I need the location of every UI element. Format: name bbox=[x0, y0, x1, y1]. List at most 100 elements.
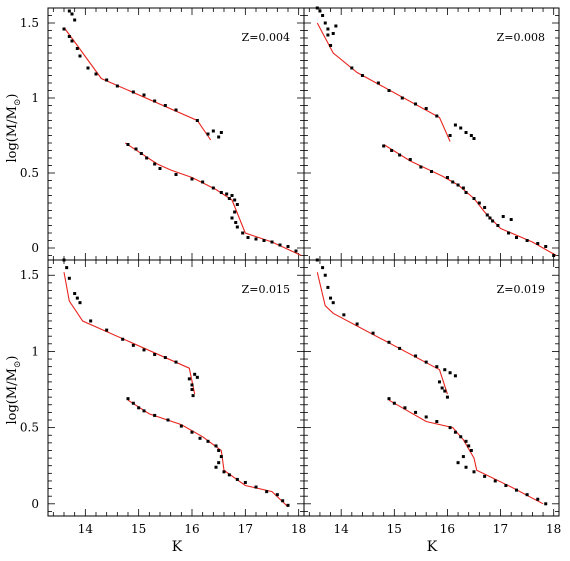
x-tick-label: 15 bbox=[131, 522, 146, 536]
data-point bbox=[525, 239, 529, 242]
data-point bbox=[286, 503, 290, 507]
data-point bbox=[435, 365, 439, 369]
data-point bbox=[315, 258, 319, 262]
data-point bbox=[158, 167, 162, 170]
data-point bbox=[174, 108, 178, 112]
data-point bbox=[187, 377, 191, 381]
data-point bbox=[453, 123, 457, 127]
data-point bbox=[552, 254, 556, 257]
data-point bbox=[360, 74, 364, 77]
data-point bbox=[496, 224, 500, 227]
data-point bbox=[472, 197, 476, 200]
y-tick-label: 1 bbox=[31, 344, 39, 358]
data-point bbox=[387, 340, 391, 344]
data-point bbox=[326, 33, 330, 37]
y-tick-label: 1.5 bbox=[20, 16, 39, 30]
data-point bbox=[265, 490, 269, 494]
data-point bbox=[459, 126, 463, 130]
data-point bbox=[414, 410, 418, 414]
data-point bbox=[536, 242, 540, 245]
ylabel-close-top: ) bbox=[5, 93, 20, 98]
data-point bbox=[105, 328, 109, 332]
data-point bbox=[217, 135, 221, 139]
data-point bbox=[219, 455, 223, 459]
y-axis-label-bottom: log(M/M⊙) bbox=[5, 355, 23, 424]
panel-bottom-right: 14 15 16 17 18 Z=0.019 bbox=[303, 258, 561, 536]
data-point bbox=[459, 435, 463, 439]
x-tick-label: 17 bbox=[238, 522, 253, 536]
data-point bbox=[174, 360, 178, 364]
data-point bbox=[321, 266, 325, 270]
data-point bbox=[211, 186, 215, 190]
data-point bbox=[65, 266, 69, 270]
data-point bbox=[424, 360, 428, 364]
x-tick-label: 15 bbox=[387, 522, 402, 536]
data-point bbox=[448, 134, 452, 137]
data-point bbox=[70, 12, 74, 16]
data-point bbox=[461, 186, 465, 190]
data-point bbox=[174, 173, 178, 176]
metallicity-label: Z=0.004 bbox=[242, 31, 290, 44]
data-point bbox=[254, 485, 258, 489]
data-point bbox=[214, 444, 218, 448]
data-point bbox=[376, 81, 380, 85]
y-tick-label: 0.5 bbox=[20, 166, 39, 180]
data-point bbox=[206, 439, 210, 443]
data-point bbox=[334, 24, 338, 28]
data-point bbox=[392, 401, 396, 405]
data-point bbox=[89, 319, 93, 323]
data-point bbox=[464, 465, 468, 469]
data-point bbox=[217, 461, 221, 465]
data-point bbox=[139, 152, 143, 155]
ylabel-main-bottom: log(M/M bbox=[5, 368, 20, 424]
data-point bbox=[477, 201, 481, 205]
data-point bbox=[131, 343, 135, 347]
x-tick-label: 16 bbox=[184, 522, 199, 536]
data-point bbox=[67, 276, 71, 280]
data-point bbox=[137, 406, 141, 410]
data-point bbox=[469, 134, 473, 137]
data-point bbox=[195, 375, 199, 379]
data-point bbox=[507, 231, 511, 235]
data-point bbox=[414, 354, 418, 358]
data-point bbox=[73, 18, 77, 22]
plot-frame bbox=[303, 259, 560, 517]
model-line-2 bbox=[127, 399, 289, 508]
data-point bbox=[179, 424, 183, 428]
data-point bbox=[227, 197, 231, 200]
data-point bbox=[525, 493, 529, 497]
data-point bbox=[544, 245, 548, 248]
data-point bbox=[262, 239, 266, 242]
data-point bbox=[78, 301, 82, 305]
data-point bbox=[254, 237, 258, 241]
metallicity-label: Z=0.008 bbox=[497, 31, 545, 44]
data-point bbox=[115, 84, 119, 88]
data-point bbox=[142, 93, 146, 97]
data-point bbox=[294, 249, 298, 253]
data-point bbox=[424, 415, 428, 419]
x-tick-label: 18 bbox=[291, 522, 306, 536]
x-axis-label-left: K bbox=[172, 539, 183, 555]
model-line-2 bbox=[388, 399, 544, 505]
data-point bbox=[461, 455, 465, 459]
data-point bbox=[62, 27, 66, 31]
data-point bbox=[536, 497, 540, 501]
data-point bbox=[153, 162, 157, 166]
data-point bbox=[472, 137, 476, 140]
data-point bbox=[515, 488, 518, 492]
data-point bbox=[355, 322, 359, 326]
model-line-1 bbox=[316, 22, 451, 142]
data-point bbox=[230, 216, 234, 220]
data-point bbox=[217, 448, 221, 452]
plot-frame bbox=[303, 7, 560, 261]
y-tick-label: 1 bbox=[31, 91, 39, 105]
data-point bbox=[198, 436, 202, 440]
svg-text:log(M/M⊙): log(M/M⊙) bbox=[5, 355, 23, 424]
svg-text:log(M/M⊙): log(M/M⊙) bbox=[5, 93, 23, 162]
data-point bbox=[219, 191, 223, 194]
data-point bbox=[227, 473, 231, 477]
data-point bbox=[342, 313, 346, 317]
x-tick-label: 14 bbox=[78, 522, 94, 536]
data-point bbox=[331, 301, 335, 305]
